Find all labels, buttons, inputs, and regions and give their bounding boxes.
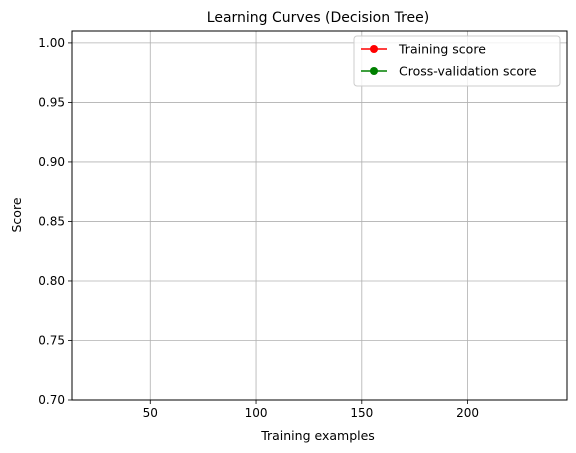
x-tick-label: 200 bbox=[456, 406, 479, 420]
legend-marker-1 bbox=[370, 67, 378, 75]
plot-frame bbox=[71, 30, 568, 401]
x-axis-label: Training examples bbox=[260, 428, 375, 443]
y-tick-label: 0.70 bbox=[38, 393, 65, 407]
y-tick-label: 1.00 bbox=[38, 36, 65, 50]
x-axis-ticks: 50 100 150 200 bbox=[143, 400, 479, 420]
legend-marker-0 bbox=[370, 45, 378, 53]
legend-label-0: Training score bbox=[398, 42, 486, 57]
legend-box bbox=[353, 35, 561, 87]
x-tick-label: 100 bbox=[245, 406, 268, 420]
y-axis-ticks: 0.70 0.75 0.80 0.85 0.90 0.95 1.00 bbox=[38, 36, 72, 407]
y-tick-label: 0.80 bbox=[38, 274, 65, 288]
y-tick-label: 0.95 bbox=[38, 95, 65, 109]
y-tick-label: 0.75 bbox=[38, 333, 65, 347]
legend-label-1: Cross-validation score bbox=[399, 64, 537, 79]
y-axis-label: Score bbox=[9, 197, 24, 232]
legend: Training score Cross-validation score bbox=[353, 35, 561, 87]
x-tick-label: 150 bbox=[350, 406, 373, 420]
y-tick-label: 0.90 bbox=[38, 155, 65, 169]
chart-title: Learning Curves (Decision Tree) bbox=[207, 10, 429, 26]
y-tick-label: 0.85 bbox=[38, 214, 65, 228]
x-tick-label: 50 bbox=[143, 406, 158, 420]
